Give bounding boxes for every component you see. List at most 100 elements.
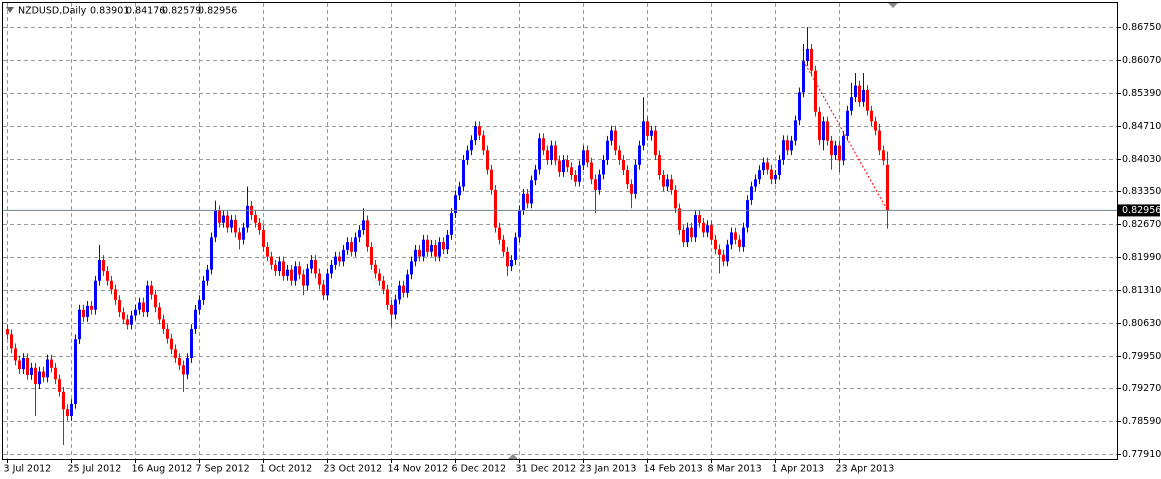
- header-close: 0.82956: [198, 6, 237, 17]
- candle-body: [818, 111, 821, 141]
- candle-body: [350, 242, 353, 252]
- candle-body: [798, 92, 801, 121]
- candle-body: [270, 256, 273, 265]
- candle-body: [602, 159, 605, 175]
- candle-body: [182, 365, 185, 375]
- candle-body: [714, 239, 717, 250]
- candle-body: [246, 205, 249, 228]
- candle-body: [426, 239, 429, 252]
- candle-body: [810, 48, 813, 71]
- candle-body: [494, 189, 497, 228]
- candle-body: [710, 225, 713, 240]
- candle-body: [834, 145, 837, 156]
- candle-body: [118, 300, 121, 313]
- candle-body: [678, 208, 681, 231]
- x-tick-label: 23 Oct 2012: [324, 464, 383, 475]
- candle-body: [318, 273, 321, 285]
- candles: [3, 27, 1117, 445]
- candle-body: [506, 251, 509, 267]
- candle-body: [674, 189, 677, 209]
- candle-body: [438, 242, 441, 257]
- candle-body: [650, 130, 653, 136]
- candle-body: [882, 150, 885, 161]
- candle-body: [90, 305, 93, 310]
- candle-body: [58, 379, 61, 392]
- candle-body: [378, 273, 381, 281]
- candle-body: [46, 359, 49, 378]
- candle-body: [178, 358, 181, 366]
- candle-body: [842, 135, 845, 161]
- candle-body: [722, 254, 725, 262]
- y-tick-label: 0.86750: [1122, 22, 1161, 33]
- candle-body: [198, 300, 201, 310]
- y-tick-label: 0.79950: [1122, 351, 1161, 362]
- candle-body: [42, 371, 45, 378]
- candle-body: [130, 315, 133, 325]
- candle-body: [526, 193, 529, 204]
- candle-body: [502, 239, 505, 252]
- candle-body: [570, 167, 573, 175]
- candle-body: [366, 220, 369, 247]
- candle-body: [726, 244, 729, 262]
- x-tick-label: 3 Jul 2012: [4, 464, 52, 475]
- candle-body: [334, 256, 337, 265]
- candle-body: [518, 210, 521, 238]
- candle-body: [154, 294, 157, 308]
- candle-body: [458, 186, 461, 196]
- candle-body: [354, 237, 357, 252]
- candle-body: [454, 195, 457, 214]
- candle-body: [26, 358, 29, 375]
- candle-body: [814, 70, 817, 112]
- candle-body: [858, 85, 861, 103]
- candle-body: [846, 110, 849, 136]
- candle-body: [498, 227, 501, 240]
- candle-body: [370, 246, 373, 265]
- candle-body: [694, 215, 697, 238]
- candle-body: [94, 280, 97, 310]
- y-tick-label: 0.81990: [1122, 252, 1161, 263]
- candle-body: [830, 140, 833, 156]
- candle-body: [422, 239, 425, 257]
- candle-body: [550, 145, 553, 160]
- candle-body: [862, 89, 865, 103]
- candle-body: [194, 309, 197, 330]
- candle-body: [578, 165, 581, 182]
- x-tick-label: 8 Mar 2013: [708, 464, 762, 475]
- candle-body: [102, 259, 105, 272]
- x-tick-label: 23 Jan 2013: [580, 464, 637, 475]
- candle-body: [590, 162, 593, 180]
- candle-body: [290, 269, 293, 281]
- candle-body: [126, 319, 129, 325]
- candle-body: [682, 230, 685, 243]
- candle-body: [434, 245, 437, 257]
- candle-body: [462, 159, 465, 187]
- candle-body: [742, 227, 745, 247]
- candle-body: [478, 126, 481, 136]
- candle-body: [294, 266, 297, 281]
- candle-body: [30, 367, 33, 375]
- candle-body: [870, 110, 873, 122]
- candle-body: [538, 138, 541, 170]
- symbol-title: NZDUSD,Daily: [18, 6, 87, 17]
- candle-body: [374, 264, 377, 274]
- candle-body: [70, 403, 73, 417]
- candle-body: [206, 269, 209, 281]
- candle-body: [82, 309, 85, 317]
- y-tick-label: 0.81310: [1122, 285, 1161, 296]
- candle-body: [238, 232, 241, 240]
- candle-body: [358, 230, 361, 238]
- x-tick-label: 16 Aug 2012: [132, 464, 193, 475]
- candle-body: [614, 130, 617, 151]
- candle-body: [54, 367, 57, 380]
- candle-body: [670, 179, 673, 190]
- candle-body: [302, 274, 305, 286]
- candle-body: [170, 338, 173, 350]
- candle-body: [718, 249, 721, 255]
- x-tick-label: 1 Oct 2012: [260, 464, 313, 475]
- candle-body: [262, 230, 265, 247]
- candle-body: [314, 259, 317, 274]
- candle-body: [242, 227, 245, 240]
- bid-label: 0.82956: [1122, 205, 1161, 216]
- candle-body: [886, 164, 889, 211]
